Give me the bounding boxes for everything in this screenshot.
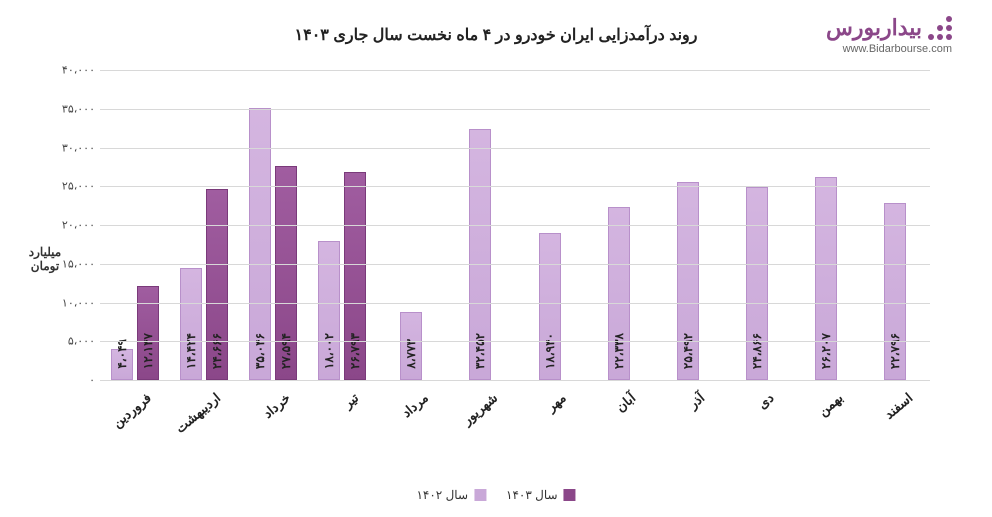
bar-1402: ۱۸،۰۰۲ (318, 241, 340, 381)
bar-1402: ۳۲،۴۵۲ (469, 129, 491, 381)
x-tick-label: مرداد (399, 390, 432, 421)
chart-container: بیداربورس www.Bidarbourse.com روند درآمد… (0, 0, 992, 517)
plot-area: ۴،۰۴۹ ۱۲،۱۴۷ ۱۴،۴۲۴ ۲۴،۶۶۶ ۳۵،۰۴۶ ۲۷،۵۹۴ ۱۸،۰۰… (100, 70, 930, 380)
x-tick-label: خرداد (260, 390, 294, 422)
x-tick-label: مهر (544, 390, 570, 415)
bar-value: ۳۲،۴۵۲ (473, 333, 487, 369)
bar-1402: ۲۲،۳۳۸ (608, 207, 630, 380)
bar-value: ۱۲،۱۴۷ (141, 333, 155, 369)
legend-label-1402: سال ۱۴۰۲ (416, 488, 468, 502)
bar-1402: ۱۸،۹۴۰ (539, 233, 561, 380)
grid-line (100, 264, 930, 265)
bar-value: ۲۲،۷۹۶ (888, 333, 902, 369)
y-tick-label: ۰ (45, 374, 95, 387)
bar-1402: ۲۴،۸۶۶ (746, 187, 768, 380)
x-tick-label: تیر (341, 390, 363, 412)
y-tick-label: ۴۰،۰۰۰ (45, 64, 95, 77)
logo-text: بیداربورس (826, 15, 922, 41)
bar-value: ۲۴،۶۶۶ (210, 333, 224, 369)
logo-icon (928, 16, 952, 40)
y-tick-label: ۳۵،۰۰۰ (45, 102, 95, 115)
grid-line (100, 186, 930, 187)
logo-url: www.Bidarbourse.com (826, 43, 952, 55)
legend: سال ۱۴۰۳ سال ۱۴۰۲ (416, 488, 575, 502)
grid-line (100, 148, 930, 149)
x-tick-label: دی (755, 390, 778, 413)
bar-value: ۲۶،۲۰۷ (819, 333, 833, 369)
bar-value: ۲۴،۸۶۶ (750, 333, 764, 369)
bar-value: ۸،۷۷۳ (404, 339, 418, 369)
x-axis: فروردین اردیبهشت خرداد تیر مرداد شهریور مهر آبا… (100, 380, 930, 450)
bar-1402: ۳۵،۰۴۶ (249, 108, 271, 380)
bar-value: ۲۷،۵۹۴ (279, 333, 293, 369)
x-tick-label: شهریور (459, 390, 500, 428)
bar-value: ۳۵،۰۴۶ (253, 333, 267, 369)
x-tick-label: آذر (686, 390, 708, 412)
chart-title: روند درآمدزایی ایران خودرو در ۴ ماه نخست… (295, 25, 698, 45)
bar-value: ۱۴،۴۲۴ (184, 333, 198, 369)
bar-value: ۴،۰۴۹ (115, 339, 129, 369)
bar-1402: ۴،۰۴۹ (111, 349, 133, 380)
bar-1403: ۲۶،۷۹۳ (344, 172, 366, 380)
grid-line (100, 341, 930, 342)
logo: بیداربورس www.Bidarbourse.com (826, 15, 952, 55)
legend-label-1403: سال ۱۴۰۳ (506, 488, 558, 502)
bar-value: ۱۸،۰۰۲ (322, 333, 336, 369)
x-tick-label: اردیبهشت (173, 390, 224, 437)
bar-1402: ۲۵،۴۹۲ (677, 182, 699, 380)
y-tick-label: ۲۵،۰۰۰ (45, 180, 95, 193)
bar-1402: ۲۲،۷۹۶ (884, 203, 906, 380)
bar-value: ۲۲،۳۳۸ (612, 333, 626, 369)
bar-value: ۲۶،۷۹۳ (348, 333, 362, 369)
legend-swatch-1403 (564, 489, 576, 501)
logo-brand: بیداربورس (826, 15, 952, 41)
y-tick-label: ۲۰،۰۰۰ (45, 219, 95, 232)
x-tick-label: آبان (613, 390, 639, 416)
bar-1403: ۲۴،۶۶۶ (206, 189, 228, 380)
bar-1402: ۸،۷۷۳ (400, 312, 422, 380)
x-tick-label: اسفند (881, 390, 916, 423)
y-tick-label: ۵،۰۰۰ (45, 335, 95, 348)
x-tick-label: بهمن (816, 390, 847, 420)
bar-1402: ۱۴،۴۲۴ (180, 268, 202, 380)
x-tick-label: فروردین (110, 390, 155, 431)
bar-1403: ۲۷،۵۹۴ (275, 166, 297, 380)
bar-value: ۲۵،۴۹۲ (681, 333, 695, 369)
y-tick-label: ۳۰،۰۰۰ (45, 141, 95, 154)
y-tick-label: ۱۰،۰۰۰ (45, 296, 95, 309)
bar-1403: ۱۲،۱۴۷ (137, 286, 159, 380)
bar-1402: ۲۶،۲۰۷ (815, 177, 837, 380)
bar-value: ۱۸،۹۴۰ (543, 333, 557, 369)
legend-swatch-1402 (474, 489, 486, 501)
y-tick-label: ۱۵،۰۰۰ (45, 257, 95, 270)
grid-line (100, 70, 930, 71)
legend-item-1402: سال ۱۴۰۲ (416, 488, 486, 502)
grid-line (100, 303, 930, 304)
legend-item-1403: سال ۱۴۰۳ (506, 488, 576, 502)
grid-line (100, 225, 930, 226)
grid-line (100, 109, 930, 110)
